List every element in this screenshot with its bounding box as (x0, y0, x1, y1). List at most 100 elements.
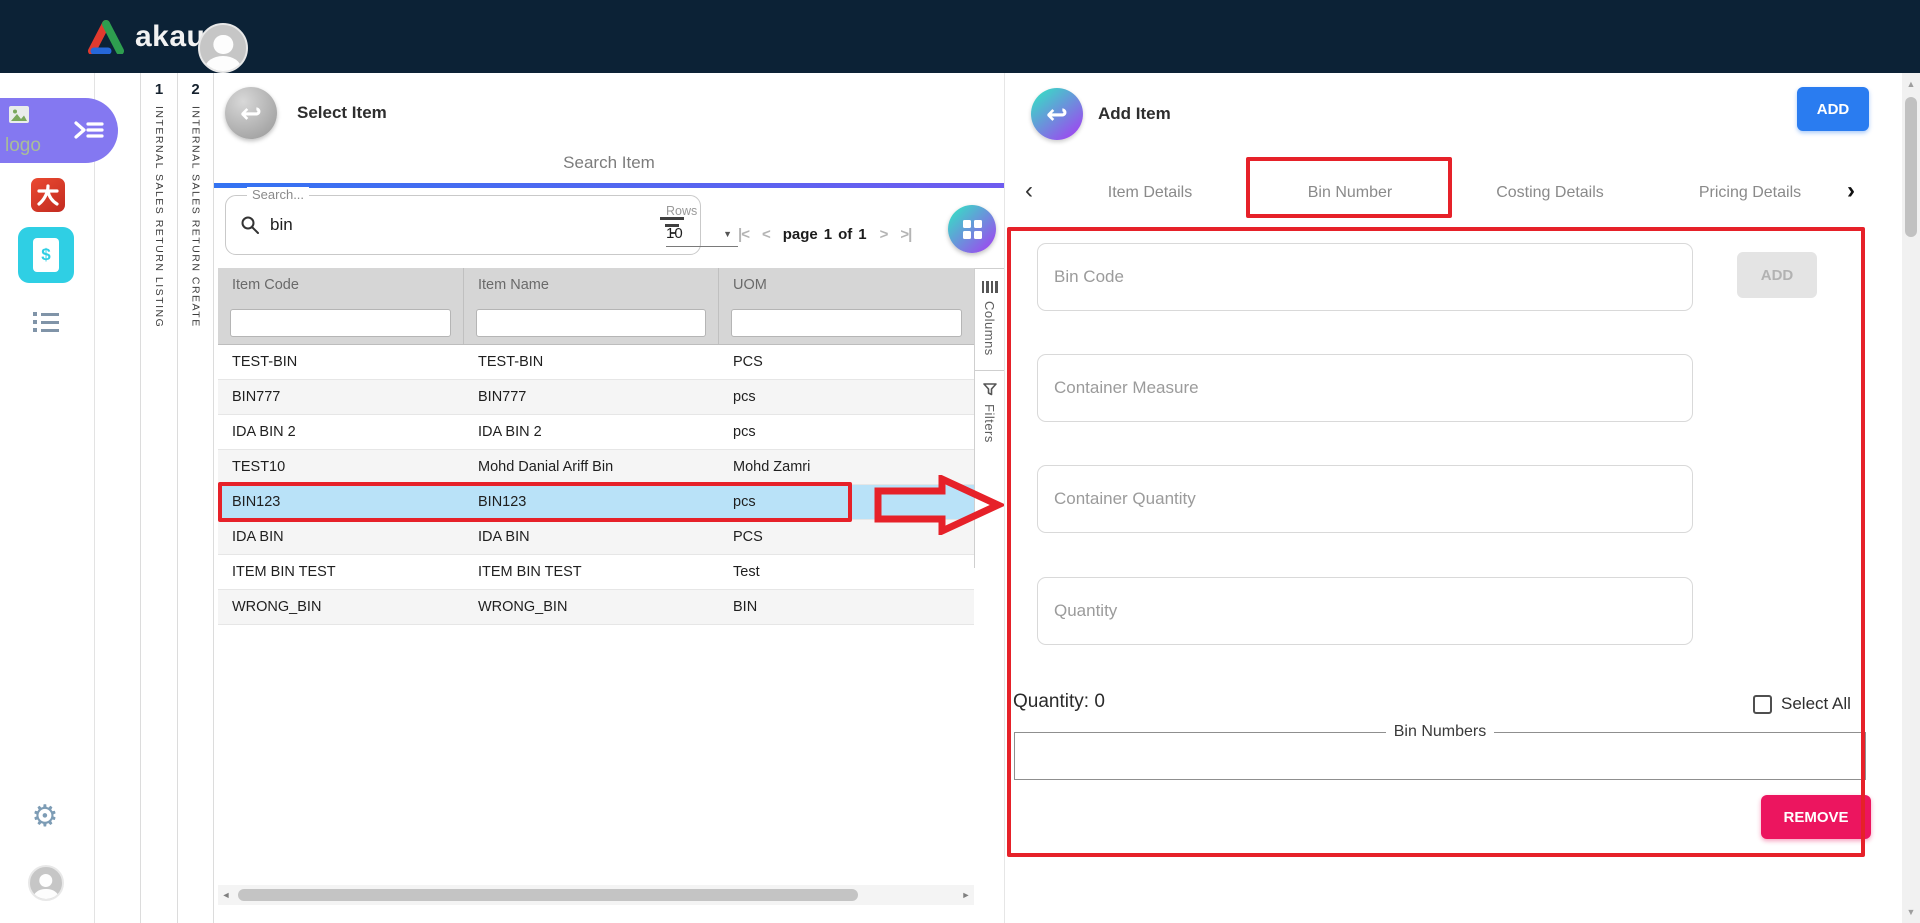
table-horizontal-scrollbar[interactable]: ◄ ► (218, 885, 974, 905)
dollar-document-icon: $ (33, 238, 59, 272)
scrollbar-thumb[interactable] (238, 889, 858, 901)
cell-item-code: TEST10 (232, 459, 286, 475)
tab-pricing-details[interactable]: Pricing Details (1698, 183, 1802, 201)
container-measure-input[interactable] (1038, 355, 1692, 421)
cell-uom: Test (733, 564, 760, 580)
table-row[interactable]: TEST10 Mohd Danial Ariff Bin Mohd Zamri (218, 450, 974, 485)
back-arrow-icon: ↩ (240, 98, 262, 128)
broken-image-icon (9, 106, 29, 123)
cell-uom: BIN (733, 599, 758, 615)
scroll-left-icon[interactable]: ◄ (221, 890, 231, 900)
page-total: 1 (858, 225, 867, 243)
topbar: akaun (0, 0, 1920, 73)
first-page-button[interactable]: |< (738, 225, 750, 243)
cell-item-name: TEST-BIN (478, 354, 544, 370)
page-word: page (782, 225, 818, 243)
filter-input-item-code[interactable] (230, 308, 451, 337)
table-row[interactable]: IDA BIN 2 IDA BIN 2 pcs (218, 415, 974, 450)
bin-numbers-fieldset: Bin Numbers (1014, 723, 1866, 780)
sidebar: logo $ ⚙ (0, 73, 118, 923)
next-page-button[interactable]: > (879, 225, 889, 243)
cjk-glyph-icon (37, 184, 59, 206)
filter-input-item-name[interactable] (476, 308, 706, 337)
scroll-right-icon[interactable]: ► (961, 890, 971, 900)
chevron-down-icon: ▼ (723, 228, 732, 239)
quantity-field (1037, 577, 1693, 645)
select-item-panel: ↩ Select Item Search Item Search... Rows… (214, 73, 1004, 923)
table-row[interactable]: BIN777 BIN777 pcs (218, 380, 974, 415)
back-button[interactable]: ↩ (225, 87, 277, 139)
bin-code-input[interactable] (1038, 244, 1692, 310)
filters-tool-tab[interactable]: Filters (975, 369, 1004, 457)
rows-per-page-select[interactable]: 10 ▼ (666, 221, 738, 247)
workflow-tab-number: 2 (191, 81, 200, 98)
workflow-tab-internal-sales-return-listing[interactable]: 1 INTERNAL SALES RETURN LISTING (140, 73, 177, 923)
column-header-uom[interactable]: UOM (733, 276, 767, 293)
item-table: Item Code Item Name UOM TEST-BIN TEST-BIN… (218, 268, 974, 625)
scroll-up-icon[interactable]: ▲ (1906, 79, 1916, 89)
sales-doc-app-icon[interactable]: $ (18, 227, 74, 283)
table-row[interactable]: IDA BIN IDA BIN PCS (218, 520, 974, 555)
container-quantity-input[interactable] (1038, 466, 1692, 532)
scroll-down-icon[interactable]: ▼ (1906, 907, 1916, 917)
cell-item-name: IDA BIN 2 (478, 424, 542, 440)
tab-costing-details[interactable]: Costing Details (1496, 183, 1604, 201)
prev-page-button[interactable]: < (761, 225, 771, 243)
back-button[interactable]: ↩ (1031, 88, 1083, 140)
cell-uom: PCS (733, 529, 763, 545)
search-field: Search... (225, 187, 701, 255)
search-input[interactable] (270, 197, 620, 253)
filter-input-uom[interactable] (731, 308, 962, 337)
cell-uom: pcs (733, 424, 756, 440)
quantity-input[interactable] (1038, 578, 1692, 644)
pdf-app-icon[interactable] (31, 178, 65, 212)
search-icon (241, 216, 259, 234)
scrollbar-thumb[interactable] (1905, 97, 1917, 237)
last-page-button[interactable]: >| (900, 225, 912, 243)
workflow-tab-internal-sales-return-create[interactable]: 2 INTERNAL SALES RETURN CREATE (177, 73, 214, 923)
quantity-summary: Quantity: 0 (1013, 691, 1105, 712)
table-row[interactable]: BIN123 BIN123 pcs (218, 485, 974, 520)
rows-label: Rows (666, 204, 698, 218)
cell-item-code: ITEM BIN TEST (232, 564, 336, 580)
tab-item-details[interactable]: Item Details (1107, 183, 1193, 201)
table-header: Item Code Item Name UOM (218, 268, 974, 301)
table-row[interactable]: WRONG_BIN WRONG_BIN BIN (218, 590, 974, 625)
filter-list-icon[interactable] (660, 217, 684, 234)
settings-gear-icon[interactable]: ⚙ (31, 799, 59, 833)
column-header-item-name[interactable]: Item Name (464, 268, 719, 301)
list-icon[interactable] (33, 312, 59, 332)
table-side-tools: Columns Filters (974, 268, 1004, 568)
menu-open-icon[interactable] (73, 118, 105, 142)
window-scrollbar[interactable]: ▲ ▼ (1902, 73, 1920, 923)
column-header-item-code[interactable]: Item Code (218, 268, 464, 301)
table-row[interactable]: ITEM BIN TEST ITEM BIN TEST Test (218, 555, 974, 590)
tab-search-item[interactable]: Search Item (563, 153, 655, 172)
cell-uom: Mohd Zamri (733, 459, 811, 475)
select-all-label: Select All (1781, 694, 1851, 713)
cell-item-name: Mohd Danial Ariff Bin (478, 459, 614, 475)
workflow-tab-label: INTERNAL SALES RETURN CREATE (189, 106, 202, 328)
tabs-scroll-left-icon[interactable]: ‹ (1025, 177, 1033, 204)
columns-tool-tab[interactable]: Columns (975, 268, 1004, 370)
user-avatar[interactable] (198, 22, 249, 73)
select-all-checkbox[interactable] (1753, 695, 1772, 714)
container-quantity-field (1037, 465, 1693, 533)
filters-label: Filters (982, 403, 997, 443)
table-row[interactable]: TEST-BIN TEST-BIN PCS (218, 345, 974, 380)
cell-item-code: BIN777 (232, 389, 281, 405)
remove-button[interactable]: REMOVE (1761, 795, 1871, 839)
bin-code-add-button[interactable]: ADD (1737, 252, 1817, 298)
sidebar-logo-chip[interactable]: logo (0, 98, 118, 163)
tabs-scroll-right-icon[interactable]: › (1847, 177, 1855, 204)
tab-bin-number[interactable]: Bin Number (1307, 183, 1393, 201)
grid-icon (962, 219, 982, 239)
pagination: |< < page 1 of 1 > >| (738, 221, 912, 247)
cell-item-name: BIN123 (478, 494, 527, 510)
cell-item-code: BIN123 (232, 494, 281, 510)
item-table-body: TEST-BIN TEST-BIN PCS BIN777 BIN777 pcs IDA BI… (218, 345, 974, 625)
cell-item-name: BIN777 (478, 389, 527, 405)
grid-view-button[interactable] (948, 205, 996, 253)
add-item-button[interactable]: ADD (1797, 87, 1869, 131)
sidebar-profile-icon[interactable] (28, 865, 64, 901)
